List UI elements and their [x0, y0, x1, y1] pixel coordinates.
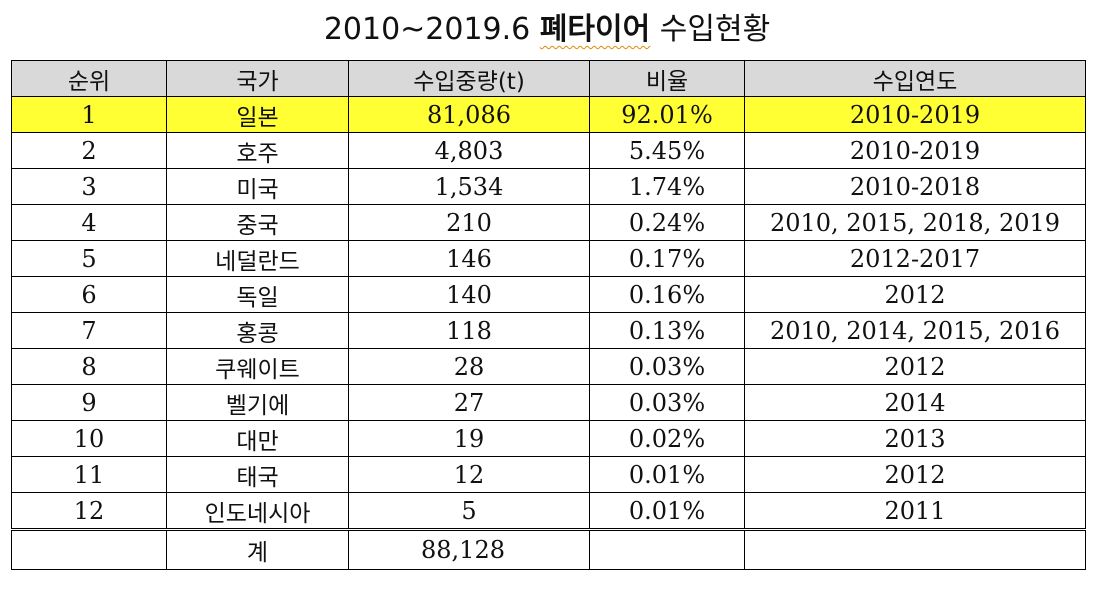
weight-cell: 27: [348, 384, 590, 421]
ratio-cell: 5.45%: [589, 132, 745, 169]
weight-cell: 19: [348, 420, 590, 457]
total-label: 계: [166, 528, 349, 570]
header-ratio: 비율: [589, 60, 745, 97]
years-cell: 2010-2019: [744, 96, 1086, 133]
ratio-cell: 0.03%: [589, 348, 745, 385]
country-cell: 독일: [166, 276, 349, 313]
table-row: 8 쿠웨이트 28 0.03% 2012: [11, 348, 1086, 385]
total-row: 계 88,128: [11, 528, 1086, 570]
rank-cell: 4: [11, 204, 167, 241]
ratio-cell: 0.13%: [589, 312, 745, 349]
country-cell: 중국: [166, 204, 349, 241]
rank-cell: 9: [11, 384, 167, 421]
weight-cell: 81,086: [348, 96, 590, 133]
country-cell: 일본: [166, 96, 349, 133]
rank-cell: 10: [11, 420, 167, 457]
total-years-cell: [744, 528, 1086, 570]
rank-cell: 5: [11, 240, 167, 277]
ratio-cell: 0.17%: [589, 240, 745, 277]
title-period: 2010~2019.6: [323, 12, 531, 47]
years-cell: 2012-2017: [744, 240, 1086, 277]
header-weight: 수입중량(t): [348, 60, 590, 97]
rank-cell: 12: [11, 492, 167, 530]
country-cell: 네덜란드: [166, 240, 349, 277]
table-row: 9 벨기에 27 0.03% 2014: [11, 384, 1086, 421]
title-keyword: 폐타이어: [539, 12, 651, 47]
years-cell: 2010, 2015, 2018, 2019: [744, 204, 1086, 241]
rank-cell: 6: [11, 276, 167, 313]
import-table: 순위 국가 수입중량(t) 비율 수입연도 1 일본 81,086 92.01% 201…: [11, 60, 1086, 570]
ratio-cell: 0.01%: [589, 456, 745, 493]
total-weight: 88,128: [348, 528, 590, 570]
country-cell: 벨기에: [166, 384, 349, 421]
years-cell: 2011: [744, 492, 1086, 530]
rank-cell: 8: [11, 348, 167, 385]
table-row: 10 대만 19 0.02% 2013: [11, 420, 1086, 457]
weight-cell: 5: [348, 492, 590, 530]
title-suffix: 수입현황: [659, 12, 771, 47]
total-ratio-cell: [589, 528, 745, 570]
years-cell: 2010, 2014, 2015, 2016: [744, 312, 1086, 349]
country-cell: 인도네시아: [166, 492, 349, 530]
years-cell: 2012: [744, 276, 1086, 313]
table-row: 5 네덜란드 146 0.17% 2012-2017: [11, 240, 1086, 277]
years-cell: 2012: [744, 456, 1086, 493]
table-header-row: 순위 국가 수입중량(t) 비율 수입연도: [11, 60, 1086, 97]
table-row: 1 일본 81,086 92.01% 2010-2019: [11, 96, 1086, 133]
weight-cell: 4,803: [348, 132, 590, 169]
years-cell: 2014: [744, 384, 1086, 421]
ratio-cell: 0.03%: [589, 384, 745, 421]
table-row: 12 인도네시아 5 0.01% 2011: [11, 492, 1086, 530]
years-cell: 2010-2018: [744, 168, 1086, 205]
weight-cell: 146: [348, 240, 590, 277]
weight-cell: 12: [348, 456, 590, 493]
years-cell: 2012: [744, 348, 1086, 385]
ratio-cell: 0.16%: [589, 276, 745, 313]
rank-cell: 11: [11, 456, 167, 493]
country-cell: 호주: [166, 132, 349, 169]
header-country: 국가: [166, 60, 349, 97]
table-row: 4 중국 210 0.24% 2010, 2015, 2018, 2019: [11, 204, 1086, 241]
table-row: 11 태국 12 0.01% 2012: [11, 456, 1086, 493]
country-cell: 홍콩: [166, 312, 349, 349]
header-years: 수입연도: [744, 60, 1086, 97]
ratio-cell: 0.02%: [589, 420, 745, 457]
rank-cell: 3: [11, 168, 167, 205]
ratio-cell: 1.74%: [589, 168, 745, 205]
ratio-cell: 92.01%: [589, 96, 745, 133]
rank-cell: 1: [11, 96, 167, 133]
country-cell: 대만: [166, 420, 349, 457]
table-row: 7 홍콩 118 0.13% 2010, 2014, 2015, 2016: [11, 312, 1086, 349]
rank-cell: 2: [11, 132, 167, 169]
weight-cell: 118: [348, 312, 590, 349]
weight-cell: 210: [348, 204, 590, 241]
country-cell: 쿠웨이트: [166, 348, 349, 385]
page-title: 2010~2019.6 폐타이어 수입현황: [0, 4, 1094, 48]
weight-cell: 1,534: [348, 168, 590, 205]
rank-cell: 7: [11, 312, 167, 349]
table-row: 6 독일 140 0.16% 2012: [11, 276, 1086, 313]
years-cell: 2010-2019: [744, 132, 1086, 169]
ratio-cell: 0.24%: [589, 204, 745, 241]
table-row: 3 미국 1,534 1.74% 2010-2018: [11, 168, 1086, 205]
weight-cell: 140: [348, 276, 590, 313]
ratio-cell: 0.01%: [589, 492, 745, 530]
total-rank-cell: [11, 528, 167, 570]
years-cell: 2013: [744, 420, 1086, 457]
country-cell: 미국: [166, 168, 349, 205]
header-rank: 순위: [11, 60, 167, 97]
weight-cell: 28: [348, 348, 590, 385]
table-row: 2 호주 4,803 5.45% 2010-2019: [11, 132, 1086, 169]
country-cell: 태국: [166, 456, 349, 493]
